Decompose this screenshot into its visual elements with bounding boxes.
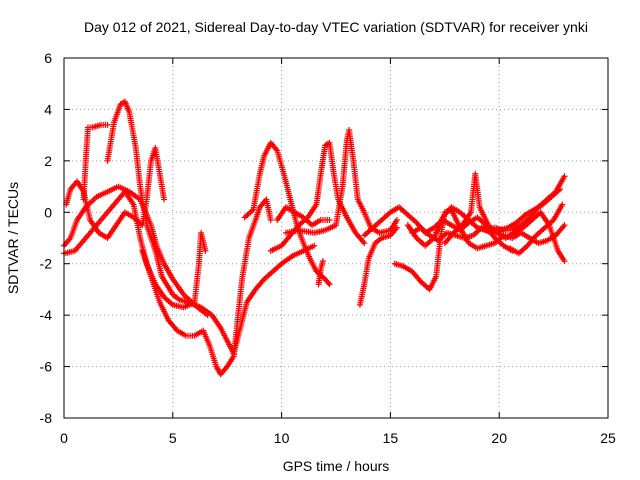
- data-point-markers: [315, 258, 326, 288]
- y-tick-label: 4: [44, 101, 52, 117]
- y-tick-label: 0: [44, 204, 52, 220]
- data-point-markers: [409, 186, 564, 244]
- data-points: [61, 98, 568, 378]
- y-axis-label: SDTVAR / TECUs: [5, 182, 21, 294]
- axis-ticks: 0 5 10 15 20 25 -8 -6 -4 -2 0 2 4 6: [40, 50, 616, 446]
- y-tick-label: -8: [40, 410, 53, 426]
- plot-frame: [63, 57, 609, 419]
- x-tick-label: 0: [60, 430, 68, 446]
- x-tick-label: 25: [600, 430, 616, 446]
- data-point-markers: [507, 201, 566, 257]
- data-point-markers: [63, 145, 168, 241]
- data-point-markers: [361, 204, 516, 254]
- y-tick-label: -4: [40, 307, 53, 323]
- series-track-11: [315, 258, 326, 288]
- data-point-markers: [274, 204, 333, 229]
- series-track-5: [63, 145, 168, 241]
- data-point-markers: [282, 127, 400, 236]
- x-tick-label: 15: [383, 430, 399, 446]
- series-track-10: [274, 204, 333, 229]
- data-point-markers: [356, 224, 400, 308]
- data-point-markers: [441, 170, 568, 265]
- x-tick-label: 10: [274, 430, 290, 446]
- y-tick-label: -2: [40, 256, 53, 272]
- y-tick-label: 2: [44, 153, 52, 169]
- series-track-6: [139, 196, 274, 378]
- series-track-9: [282, 127, 400, 236]
- y-tick-label: -6: [40, 359, 53, 375]
- series-track-13: [361, 204, 516, 254]
- data-point-markers: [139, 196, 274, 378]
- series-track-7: [241, 139, 333, 288]
- y-tick-label: 6: [44, 50, 52, 66]
- x-tick-label: 5: [169, 430, 177, 446]
- chart-title: Day 012 of 2021, Sidereal Day-to-day VTE…: [84, 19, 588, 35]
- series-track-17: [409, 186, 564, 244]
- x-axis-label: GPS time / hours: [283, 458, 390, 474]
- series-track-18: [507, 201, 566, 257]
- series-track-12: [356, 224, 400, 308]
- x-tick-label: 20: [491, 430, 507, 446]
- data-point-markers: [241, 139, 333, 288]
- series-track-16: [441, 170, 568, 265]
